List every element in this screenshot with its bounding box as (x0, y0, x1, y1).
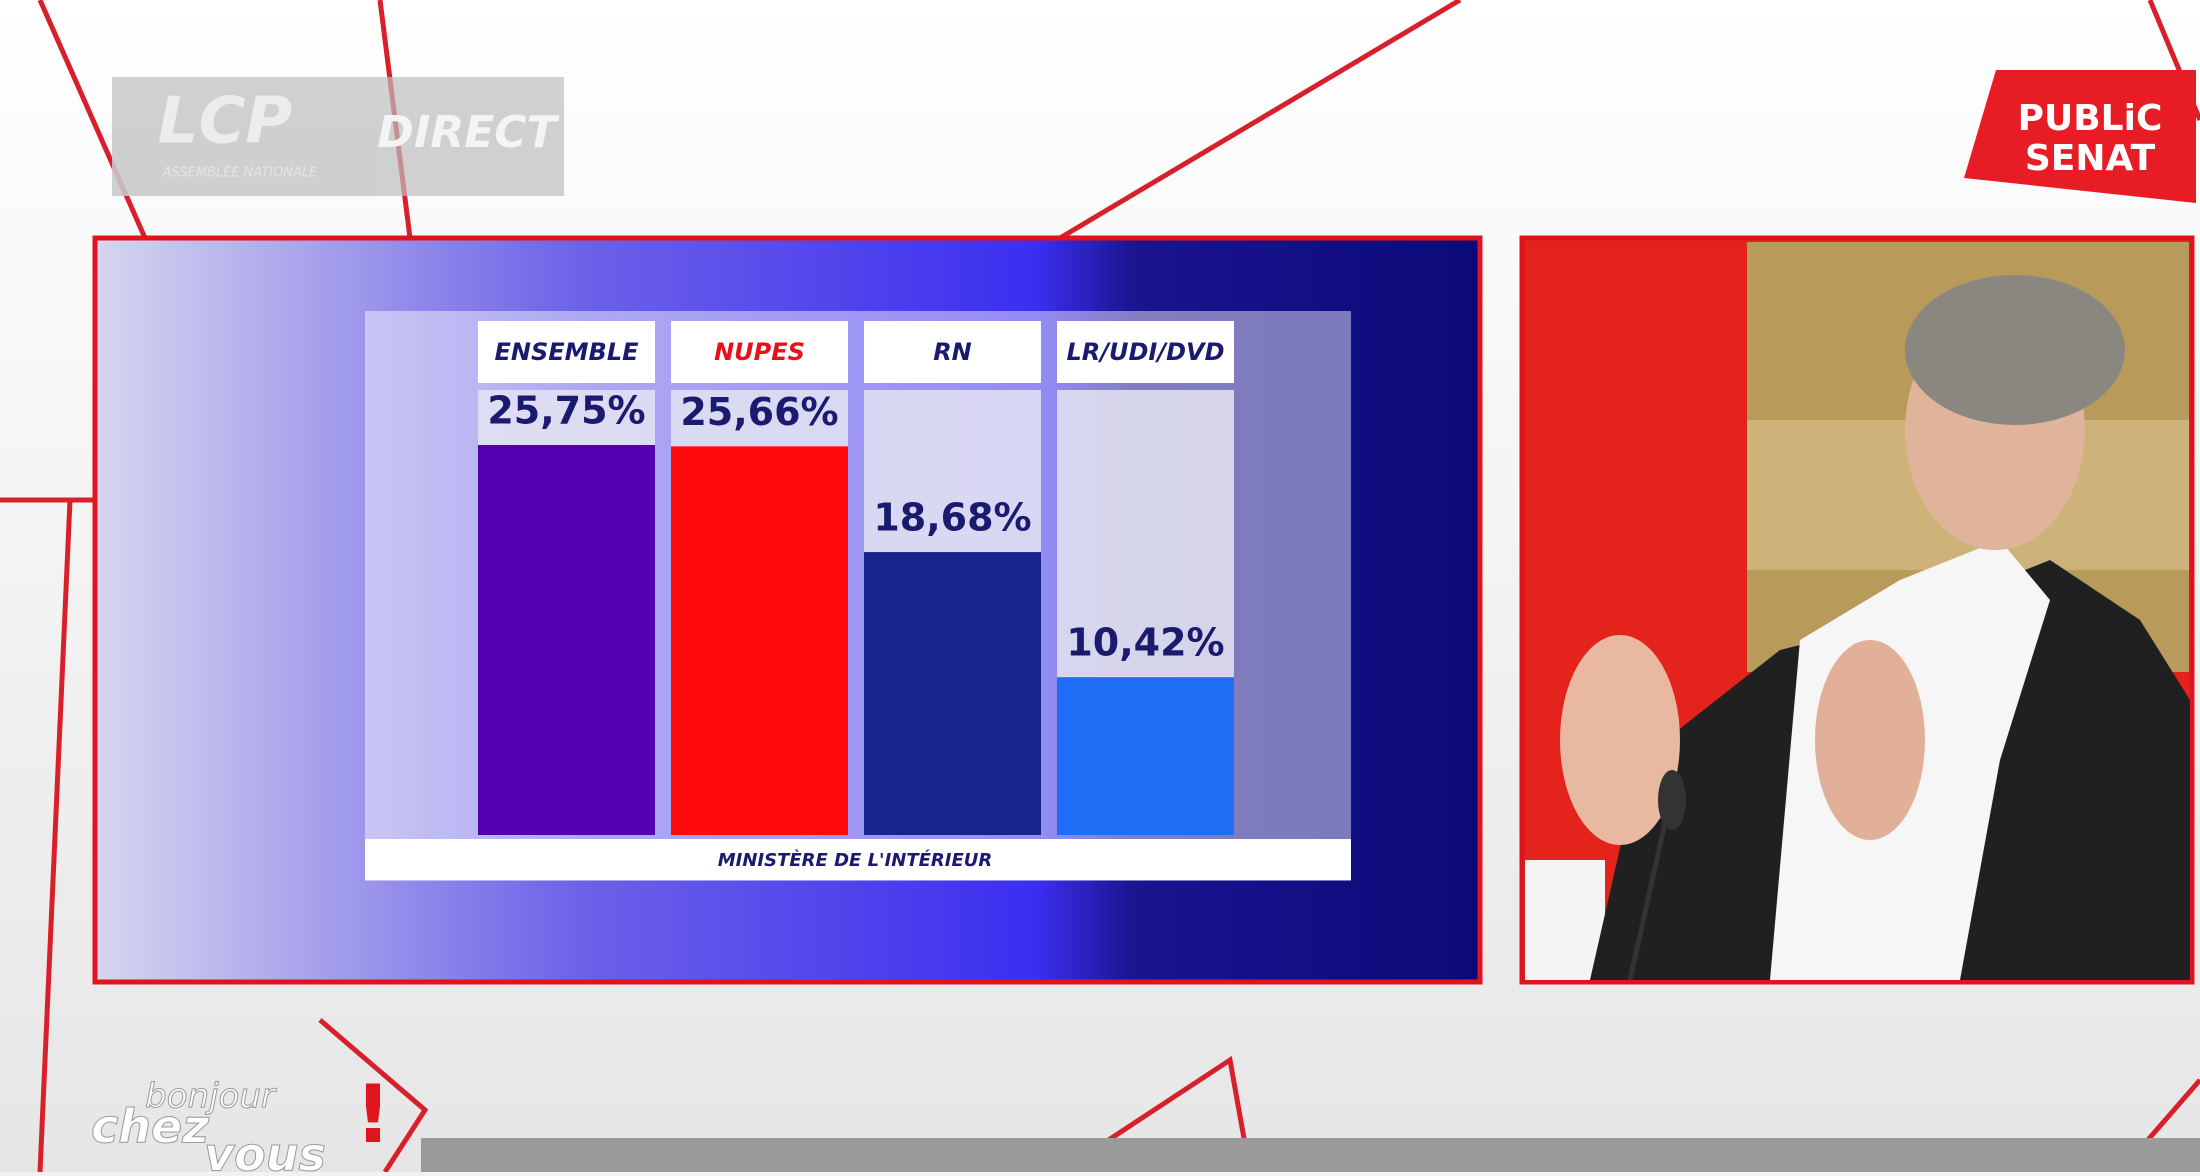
bottom-strip (421, 1138, 2200, 1172)
guest-hair (1905, 275, 2125, 425)
source: MINISTÈRE DE L'INTÉRIEUR (718, 849, 992, 871)
header-box (478, 321, 655, 383)
channel-name: LCP (158, 85, 293, 159)
guest-hand (1560, 635, 1680, 845)
category-label: RN (933, 338, 972, 366)
live-label: DIRECT (377, 107, 559, 158)
category-label: LR/UDI/DVD (1066, 338, 1224, 366)
channel-logo-bg (112, 77, 377, 196)
show-logo: chez (91, 1100, 209, 1154)
show-logo: bonjour (145, 1077, 277, 1117)
bar (478, 445, 655, 835)
value-label: 18,68% (873, 496, 1031, 540)
category-label: ENSEMBLE (494, 338, 639, 366)
bars: ENSEMBLE 25,75% NUPES 25,66% RN 18,68% LR/UDI/… (478, 321, 1234, 835)
microphone (1658, 770, 1686, 830)
partner-logo (1964, 70, 2196, 203)
value-label: 25,75% (487, 389, 645, 433)
show-logo: vous (204, 1128, 326, 1173)
header-box (1057, 321, 1234, 383)
show-logo: ! (355, 1068, 391, 1161)
guest-hand (1815, 640, 1925, 840)
partner-line: PUBLiC (2018, 98, 2163, 139)
value-label: 25,66% (680, 390, 838, 434)
bar (671, 446, 848, 835)
partner-line: SENAT (2025, 138, 2156, 179)
bar (864, 552, 1041, 835)
channel-subtitle: ASSEMBLÉE NATIONALE (162, 165, 319, 181)
header-box (671, 321, 848, 383)
source-strip (365, 839, 1351, 880)
desk (1525, 860, 1605, 980)
bar (1057, 677, 1234, 835)
header-box (864, 321, 1041, 383)
microphone-stand (1627, 799, 1673, 981)
value-label: 10,42% (1066, 621, 1224, 665)
category-label: NUPES (714, 338, 805, 366)
